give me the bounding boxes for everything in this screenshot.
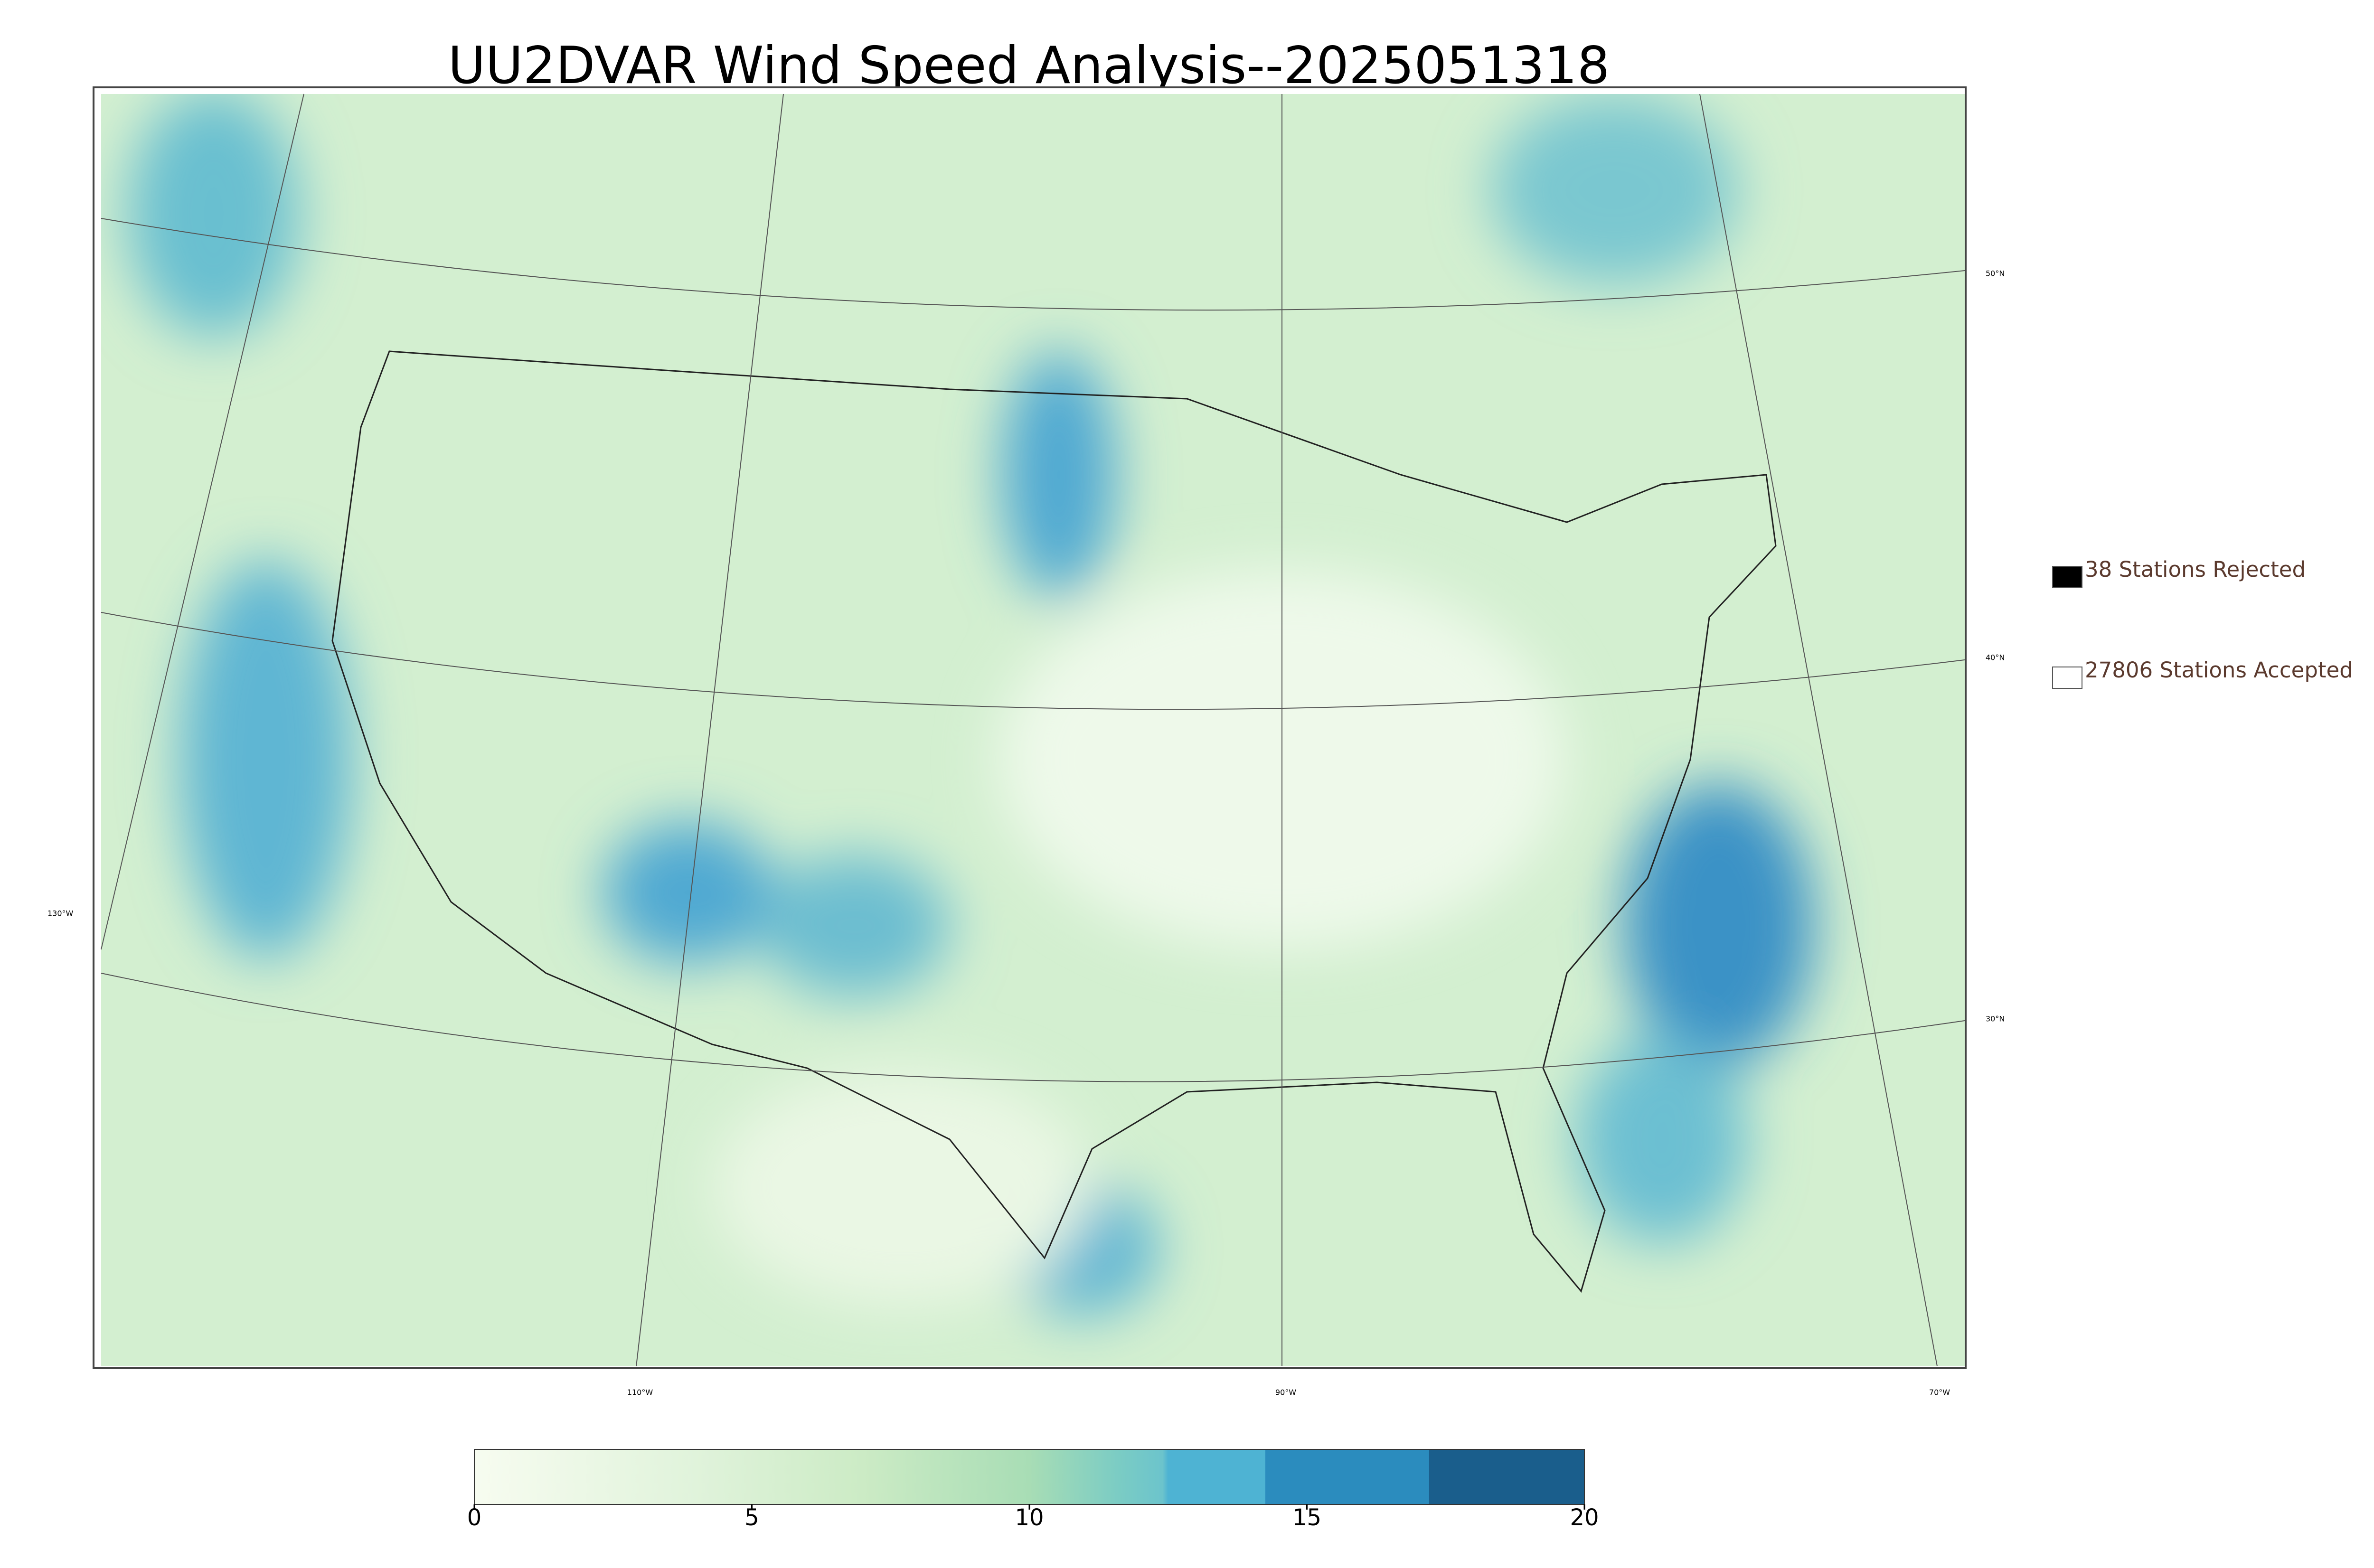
lat-label: 30°N: [1986, 1014, 2005, 1023]
lon-label: 110°W: [627, 1388, 653, 1397]
colorbar-tick-label: 5: [744, 1504, 759, 1531]
graticule-labels: 50°N 40°N 30°N 130°W 110°W 90°W 70°W: [47, 269, 2005, 1397]
lon-label: 70°W: [1929, 1388, 1950, 1397]
legend-label: 27806 Stations Accepted: [2085, 657, 2353, 683]
colorbar: 0 5 10 15 20: [467, 1449, 1599, 1531]
title: UU2DVAR Wind Speed Analysis--2025051318: [448, 36, 1610, 95]
lat-label: 40°N: [1986, 653, 2005, 662]
lat-label: 50°N: [1986, 269, 2005, 278]
colorbar-tick-label: 0: [467, 1504, 482, 1531]
map: [93, 86, 1967, 1369]
lon-label: 90°W: [1275, 1388, 1296, 1397]
legend-label: 38 Stations Rejected: [2085, 557, 2306, 582]
lon-label: 130°W: [47, 909, 74, 918]
legend-swatch: [2052, 566, 2082, 588]
colorbar-tick-label: 20: [1570, 1504, 1599, 1531]
legend: 38 Stations Rejected 27806 Stations Accep…: [2052, 557, 2353, 689]
legend-swatch: [2052, 667, 2082, 689]
colorbar-tick-label: 15: [1292, 1504, 1321, 1531]
colorbar-tick-label: 10: [1015, 1504, 1044, 1531]
